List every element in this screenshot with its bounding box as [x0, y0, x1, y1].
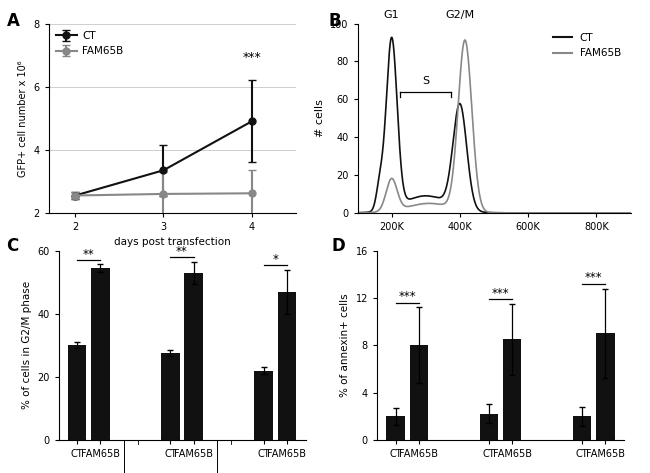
Text: ***: *** [242, 52, 261, 64]
X-axis label: days post transfection: days post transfection [114, 237, 231, 247]
Bar [386, 416, 405, 440]
Bar [596, 333, 615, 440]
Bar [410, 345, 428, 440]
Text: G1: G1 [384, 10, 400, 20]
Bar [480, 414, 498, 440]
Legend: CT, FAM65B: CT, FAM65B [54, 29, 125, 58]
Text: C: C [6, 236, 19, 254]
Text: ***: *** [398, 290, 416, 303]
Text: *: * [272, 254, 278, 266]
Bar [573, 416, 592, 440]
Y-axis label: # cells: # cells [315, 99, 324, 137]
Bar [278, 292, 296, 440]
Bar [91, 268, 110, 440]
Text: **: ** [83, 248, 95, 261]
Legend: CT, FAM65B: CT, FAM65B [549, 29, 625, 62]
Text: D: D [332, 236, 345, 254]
Y-axis label: % of cells in G2/M phase: % of cells in G2/M phase [21, 281, 32, 409]
Text: ***: *** [491, 287, 510, 300]
Y-axis label: GFP+ cell number x 10⁶: GFP+ cell number x 10⁶ [18, 60, 28, 176]
Bar [161, 353, 179, 440]
Bar [254, 370, 273, 440]
Bar [503, 340, 521, 440]
Text: S: S [422, 76, 429, 86]
Text: DNA content: DNA content [378, 254, 444, 264]
Text: B: B [328, 12, 341, 30]
Text: G2/M: G2/M [445, 10, 474, 20]
Text: A: A [6, 12, 20, 30]
Text: **: ** [176, 245, 188, 258]
Bar [68, 345, 86, 440]
Text: ***: *** [585, 272, 603, 284]
Bar [185, 273, 203, 440]
Y-axis label: % of annexin+ cells: % of annexin+ cells [340, 293, 350, 397]
